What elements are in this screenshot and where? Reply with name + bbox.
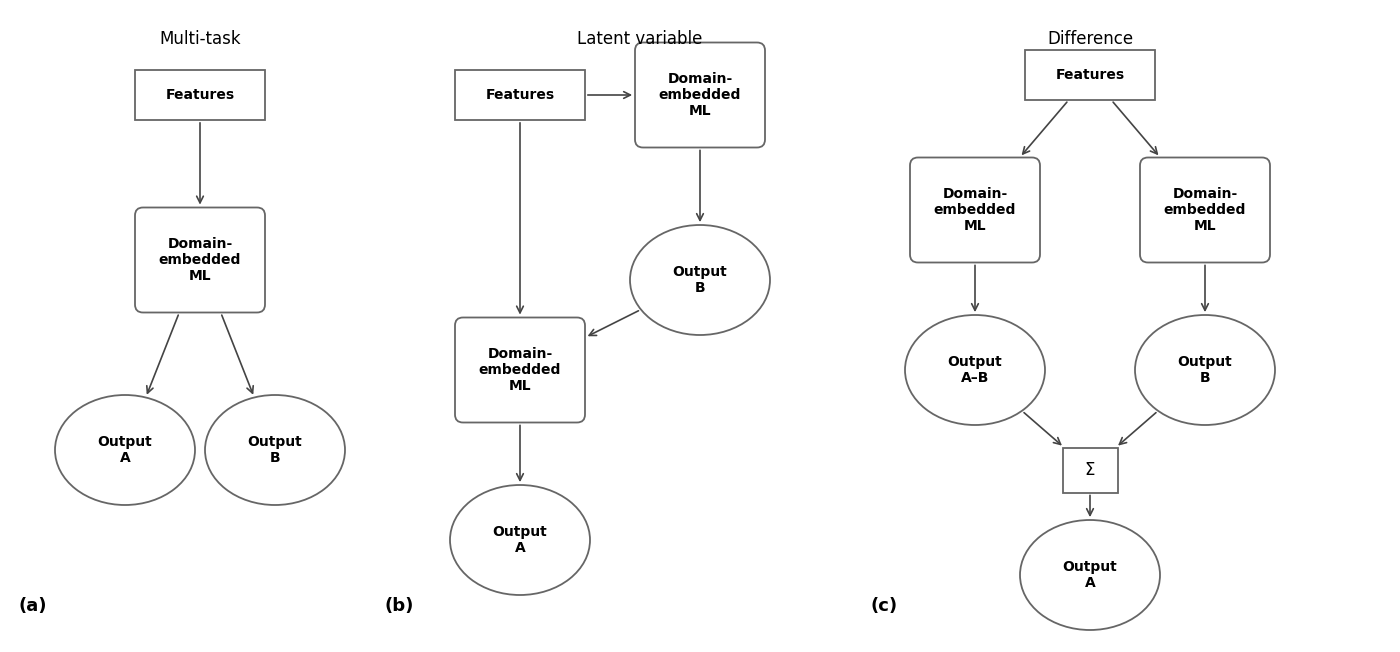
Text: Difference: Difference xyxy=(1047,30,1133,48)
FancyBboxPatch shape xyxy=(1140,158,1270,263)
Text: Domain-
embedded
ML: Domain- embedded ML xyxy=(158,237,241,283)
Text: Features: Features xyxy=(1056,68,1124,82)
FancyBboxPatch shape xyxy=(134,207,265,312)
FancyBboxPatch shape xyxy=(455,318,585,422)
Text: Domain-
embedded
ML: Domain- embedded ML xyxy=(659,72,741,118)
Text: Output
A: Output A xyxy=(98,435,153,465)
Ellipse shape xyxy=(449,485,589,595)
Text: Multi-task: Multi-task xyxy=(160,30,241,48)
Text: Output
A: Output A xyxy=(1063,560,1117,590)
Text: Output
B: Output B xyxy=(672,265,728,295)
Ellipse shape xyxy=(204,395,344,505)
Text: Output
B: Output B xyxy=(248,435,302,465)
FancyBboxPatch shape xyxy=(1025,50,1155,100)
Text: (c): (c) xyxy=(869,597,897,615)
Text: Features: Features xyxy=(165,88,235,102)
Text: (a): (a) xyxy=(18,597,46,615)
FancyBboxPatch shape xyxy=(1063,447,1117,492)
Text: Output
B: Output B xyxy=(1177,355,1232,385)
Text: Output
A–B: Output A–B xyxy=(948,355,1002,385)
FancyBboxPatch shape xyxy=(910,158,1040,263)
FancyBboxPatch shape xyxy=(636,42,764,147)
Text: Output
A: Output A xyxy=(493,525,547,555)
Text: (b): (b) xyxy=(385,597,414,615)
Text: Domain-
embedded
ML: Domain- embedded ML xyxy=(934,187,1016,233)
Text: Domain-
embedded
ML: Domain- embedded ML xyxy=(479,347,561,393)
FancyBboxPatch shape xyxy=(455,70,585,120)
Ellipse shape xyxy=(55,395,195,505)
Text: Σ: Σ xyxy=(1085,461,1095,479)
Ellipse shape xyxy=(630,225,770,335)
Ellipse shape xyxy=(904,315,1044,425)
Text: Domain-
embedded
ML: Domain- embedded ML xyxy=(1163,187,1246,233)
Text: Latent variable: Latent variable xyxy=(577,30,703,48)
FancyBboxPatch shape xyxy=(134,70,265,120)
Ellipse shape xyxy=(1021,520,1161,630)
Text: Features: Features xyxy=(486,88,554,102)
Ellipse shape xyxy=(1135,315,1275,425)
